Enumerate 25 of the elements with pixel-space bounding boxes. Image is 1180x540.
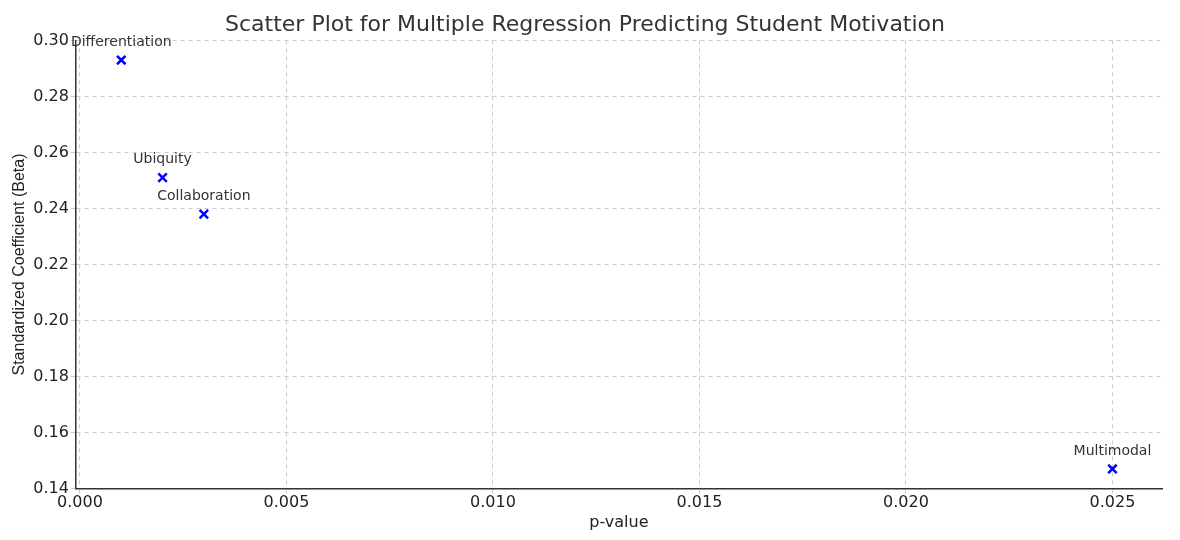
x-tick-label: 0.010	[470, 492, 516, 512]
y-axis-title: Standardized Coefficient (Beta)	[10, 153, 28, 376]
x-tick-label: 0.025	[1089, 492, 1136, 512]
y-tick-label: 0.22	[33, 253, 69, 273]
annotation: Multimodal	[1073, 441, 1152, 458]
annotation: Differentiation	[70, 32, 172, 49]
y-tick-label: 0.28	[33, 85, 69, 105]
y-tick-label: 0.20	[33, 309, 69, 329]
y-tick-label: 0.16	[33, 421, 69, 441]
x-tick-label: 0.020	[883, 492, 929, 512]
x-tick-label: 0.015	[676, 492, 723, 512]
point	[198, 208, 210, 220]
y-tick-label: 0.30	[33, 29, 69, 49]
y-tick-label: 0.24	[33, 197, 69, 217]
point	[157, 172, 169, 184]
x-axis-title: p-value	[589, 511, 649, 531]
x-tick-label: 0.000	[57, 492, 103, 512]
x-tick-label: 0.005	[263, 492, 310, 512]
chart-title: Scatter Plot for Multiple Regression Predicting Student Motivation	[225, 10, 945, 36]
annotation: Collaboration	[157, 186, 251, 203]
y-tick-label: 0.26	[33, 141, 69, 161]
point	[1106, 463, 1118, 475]
annotation: Ubiquity	[133, 150, 192, 167]
y-tick-label: 0.18	[33, 365, 69, 385]
point	[115, 54, 127, 66]
